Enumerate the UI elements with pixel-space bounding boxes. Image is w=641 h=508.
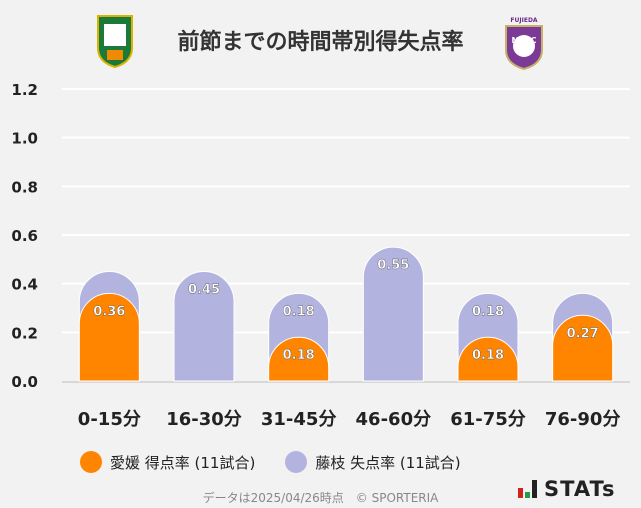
stats-brand: STATs xyxy=(518,477,615,501)
fujieda-logo: FUJIEDA MYFC xyxy=(505,17,543,70)
x-tick-label: 16-30分 xyxy=(166,409,242,430)
lavender-dot-icon xyxy=(285,451,308,473)
legend-label: 愛媛 得点率 (11試合) xyxy=(110,453,256,472)
y-tick-label: 1.2 xyxy=(11,81,38,99)
legend-item-fujieda: 藤枝 失点率 (11試合) xyxy=(285,451,461,473)
bar-fujieda xyxy=(362,246,424,382)
bar-ehime xyxy=(457,336,519,382)
brand-text: STATs xyxy=(544,477,616,501)
y-tick-label: 0.0 xyxy=(11,373,38,391)
legend-item-ehime: 愛媛 得点率 (11試合) xyxy=(80,451,255,473)
y-tick-label: 0.8 xyxy=(11,178,38,196)
svg-text:MYFC: MYFC xyxy=(511,36,536,45)
x-tick-label: 31-45分 xyxy=(261,409,337,430)
legend: 愛媛 得点率 (11試合) 藤枝 失点率 (11試合) xyxy=(80,451,461,473)
bar-ehime xyxy=(552,314,614,382)
bar-fujieda xyxy=(173,271,235,382)
x-tick-label: 76-90分 xyxy=(545,409,621,430)
x-tick-label: 61-75分 xyxy=(450,409,526,430)
data-label: 0.18 xyxy=(472,348,504,363)
data-label: 0.36 xyxy=(93,304,125,319)
y-tick-label: 1.0 xyxy=(11,130,38,148)
footer-note: データは2025/04/26時点 © SPORTERIA xyxy=(202,491,439,505)
stats-logo-icon xyxy=(518,480,537,498)
y-tick-label: 0.4 xyxy=(11,276,38,294)
data-label: 0.27 xyxy=(567,326,599,341)
data-label: 0.18 xyxy=(472,304,504,319)
orange-dot-icon xyxy=(80,451,102,473)
data-label: 0.45 xyxy=(188,283,220,298)
svg-text:FUJIEDA: FUJIEDA xyxy=(510,17,538,24)
ehime-logo xyxy=(97,15,133,68)
x-tick-label: 0-15分 xyxy=(78,409,141,430)
x-tick-label: 46-60分 xyxy=(356,409,432,430)
y-tick-label: 0.6 xyxy=(11,227,38,245)
data-label: 0.55 xyxy=(377,258,409,273)
bar-ehime xyxy=(78,293,140,382)
chart-title: 前節までの時間帯別得失点率 xyxy=(177,30,464,55)
data-label: 0.18 xyxy=(283,304,315,319)
legend-label: 藤枝 失点率 (11試合) xyxy=(315,453,461,472)
bar-ehime xyxy=(268,336,330,382)
y-tick-label: 0.2 xyxy=(11,324,38,342)
bar-chart: 0.0 0.2 0.4 0.6 0.8 1.0 1.2 0.36 0-15分 0.45 16-30分… xyxy=(11,81,630,430)
data-label: 0.18 xyxy=(283,348,315,363)
